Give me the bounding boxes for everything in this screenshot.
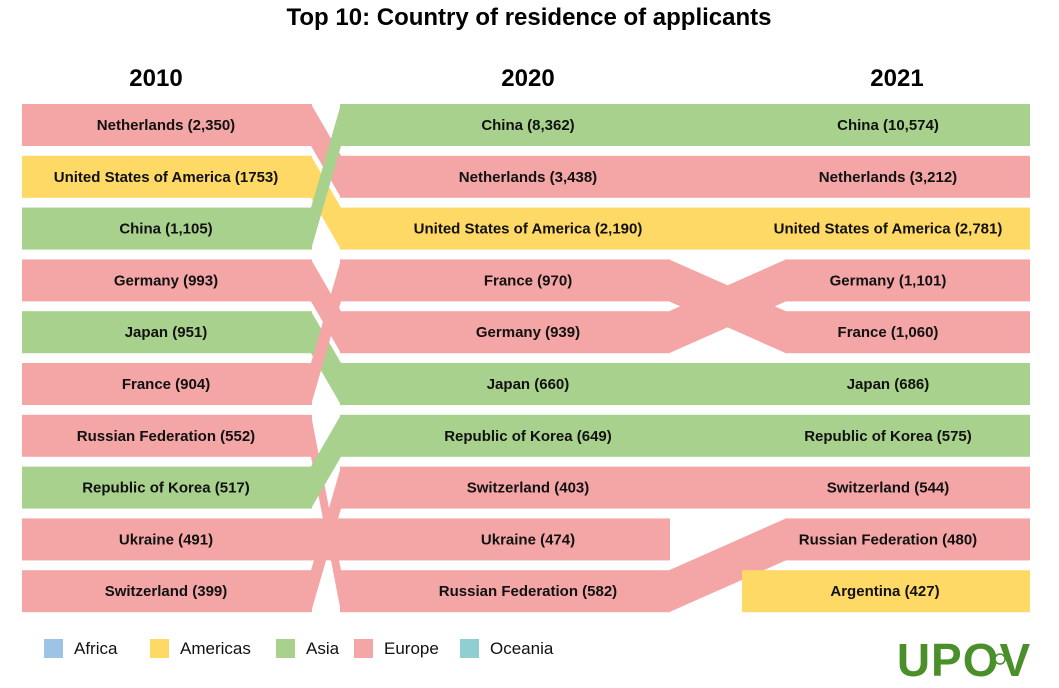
label-united-states-of-america-2020: United States of America (2,190) — [414, 221, 643, 238]
band-russian-federation-2020 — [340, 570, 670, 613]
legend-swatch-africa — [44, 639, 63, 658]
band-netherlands-2021 — [745, 155, 1030, 198]
label-switzerland-2020: Switzerland (403) — [467, 480, 590, 497]
label-russian-federation-2021: Russian Federation (480) — [799, 531, 977, 548]
band-switzerland-2020 — [340, 466, 745, 509]
connector-china-2010-2020 — [311, 104, 341, 250]
connector-japan-2010-2020 — [311, 311, 341, 405]
band-japan-2020 — [340, 363, 745, 405]
label-china-2010: China (1,105) — [119, 221, 212, 238]
connector-germany-2010-2020 — [311, 259, 341, 354]
label-republic-of-korea-2010: Republic of Korea (517) — [82, 480, 250, 497]
label-germany-2020: Germany (939) — [476, 324, 580, 341]
band-switzerland-2021 — [745, 466, 1030, 509]
band-labels: Netherlands (2,350) United States of Amer… — [54, 117, 1003, 600]
chart-title: Top 10: Country of residence of applican… — [287, 4, 772, 31]
label-france-2020: France (970) — [484, 272, 572, 289]
band-germany-2010 — [22, 259, 312, 302]
band-netherlands-2010 — [22, 104, 312, 146]
band-netherlands-2020 — [340, 155, 745, 198]
rank-bands — [22, 104, 1030, 613]
band-france-2010 — [22, 363, 312, 405]
label-switzerland-2010: Switzerland (399) — [105, 583, 228, 600]
band-ukraine-2020 — [340, 518, 670, 561]
label-germany-2010: Germany (993) — [114, 272, 218, 289]
label-united-states-of-america-2010: United States of America (1753) — [54, 169, 279, 186]
label-germany-2021: Germany (1,101) — [830, 272, 947, 289]
label-united-states-of-america-2021: United States of America (2,781) — [774, 221, 1003, 238]
label-argentina-2021: Argentina (427) — [830, 583, 939, 600]
label-switzerland-2021: Switzerland (544) — [827, 480, 950, 497]
legend-label-europe: Europe — [384, 639, 439, 658]
legend-swatch-europe — [354, 639, 373, 658]
upov-logo-text: UPOV — [897, 634, 1031, 686]
label-china-2020: China (8,362) — [481, 117, 574, 134]
label-netherlands-2010: Netherlands (2,350) — [97, 117, 235, 134]
legend-swatch-oceania — [460, 639, 479, 658]
band-switzerland-2010 — [22, 570, 312, 613]
legend: Africa Americas Asia Europe Oceania — [44, 639, 554, 658]
band-united-states-of-america-2021 — [745, 207, 1030, 250]
band-japan-2010 — [22, 311, 312, 354]
year-header-2021: 2021 — [870, 65, 923, 92]
band-united-states-of-america-2010 — [22, 155, 312, 198]
label-france-2010: France (904) — [122, 376, 210, 393]
label-japan-2010: Japan (951) — [125, 324, 208, 341]
year-header-2010: 2010 — [129, 65, 182, 92]
label-russian-federation-2010: Russian Federation (552) — [77, 428, 255, 445]
connector-france-2010-2020 — [311, 259, 341, 405]
connector-france-2020-2021 — [669, 259, 786, 354]
connector-republic-of-korea-2010-2020 — [311, 414, 341, 509]
label-japan-2021: Japan (686) — [847, 376, 930, 393]
label-netherlands-2020: Netherlands (3,438) — [459, 169, 597, 186]
band-germany-2020 — [340, 311, 670, 354]
connector-russian-federation-2020-2021 — [669, 518, 786, 613]
band-republic-of-korea-2021 — [745, 414, 1030, 457]
band-ukraine-2010 — [22, 518, 312, 561]
connector-united-states-of-america-2010-2020 — [311, 155, 341, 250]
band-republic-of-korea-2010 — [22, 466, 312, 509]
legend-swatch-americas — [150, 639, 169, 658]
band-argentina-2021 — [742, 570, 1030, 613]
legend-label-americas: Americas — [180, 639, 251, 658]
band-united-states-of-america-2020 — [340, 207, 745, 250]
band-china-2021 — [745, 104, 1030, 146]
label-ukraine-2020: Ukraine (474) — [481, 531, 575, 548]
legend-swatch-asia — [276, 639, 295, 658]
band-japan-2021 — [745, 363, 1030, 405]
band-france-2020 — [340, 259, 670, 302]
band-russian-federation-2021 — [785, 518, 1030, 561]
band-china-2020 — [340, 104, 745, 146]
connector-switzerland-2010-2020 — [311, 466, 341, 613]
upov-leaf-icon — [994, 653, 1006, 665]
year-header-2020: 2020 — [501, 65, 554, 92]
label-netherlands-2021: Netherlands (3,212) — [819, 169, 957, 186]
label-france-2021: France (1,060) — [838, 324, 939, 341]
connector-netherlands-2010-2020 — [311, 104, 341, 198]
band-germany-2021 — [785, 259, 1030, 302]
label-russian-federation-2020: Russian Federation (582) — [439, 583, 617, 600]
upov-logo: UPOV — [897, 634, 1031, 686]
label-republic-of-korea-2020: Republic of Korea (649) — [444, 428, 612, 445]
band-france-2021 — [785, 311, 1030, 354]
legend-label-africa: Africa — [74, 639, 118, 658]
label-republic-of-korea-2021: Republic of Korea (575) — [804, 428, 972, 445]
legend-label-oceania: Oceania — [490, 639, 554, 658]
band-china-2010 — [22, 207, 312, 250]
label-ukraine-2010: Ukraine (491) — [119, 531, 213, 548]
label-japan-2020: Japan (660) — [487, 376, 570, 393]
band-republic-of-korea-2020 — [340, 414, 745, 457]
label-china-2021: China (10,574) — [837, 117, 939, 134]
band-russian-federation-2010 — [22, 414, 312, 457]
legend-label-asia: Asia — [306, 639, 340, 658]
